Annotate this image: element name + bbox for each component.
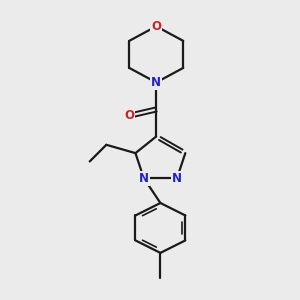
Text: N: N: [139, 172, 149, 184]
Text: O: O: [124, 109, 134, 122]
Text: O: O: [151, 20, 161, 33]
Text: N: N: [151, 76, 161, 89]
Text: N: N: [172, 172, 182, 184]
